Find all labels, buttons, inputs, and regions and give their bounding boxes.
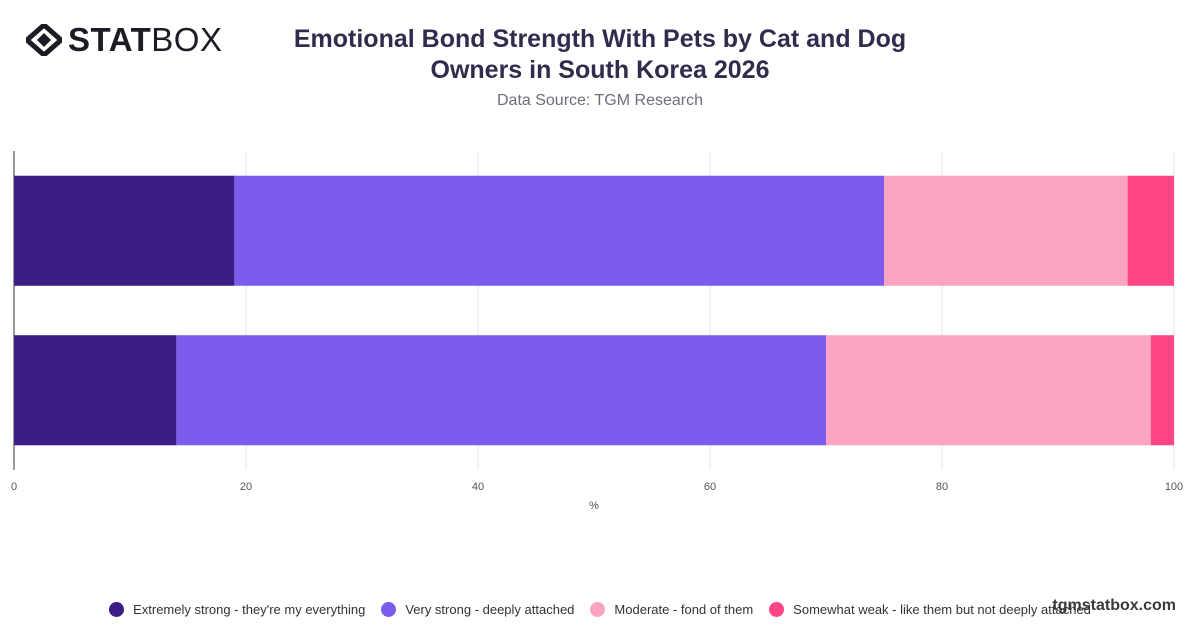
logo-text-light: BOX (151, 21, 223, 58)
chart-title-line-2: Owners in South Korea 2026 (430, 56, 770, 84)
bar-segment (14, 175, 235, 286)
legend-label: Moderate - fond of them (614, 602, 754, 617)
bar-segment (176, 335, 826, 446)
legend-item[interactable]: Extremely strong - they're my everything (109, 602, 365, 617)
stacked-bar-chart: 0 20 40 60 80 100% (11, 151, 1183, 512)
bar-segment (826, 335, 1151, 446)
chart-legend: Extremely strong - they're my everything… (0, 602, 1200, 617)
bar-segment (1150, 335, 1174, 446)
statbox-logo: STATBOX (26, 21, 223, 58)
legend-label: Somewhat weak - like them but not deeply… (793, 602, 1091, 617)
diamond-logo-icon (26, 24, 62, 56)
bar-segment (1127, 175, 1174, 286)
chart-subtitle: Data Source: TGM Research (496, 92, 703, 109)
legend-swatch (381, 602, 397, 617)
x-tick-label: 80 (936, 481, 948, 493)
legend-label: Very strong - deeply attached (405, 602, 575, 617)
legend-item[interactable]: Moderate - fond of them (590, 602, 753, 617)
chart-title: Emotional Bond Strength With Pets by Cat… (250, 24, 950, 86)
chart-title-line-1: Emotional Bond Strength With Pets by Cat… (293, 25, 907, 53)
legend-label: Extremely strong - they're my everything (133, 602, 366, 617)
legend-swatch (590, 602, 606, 617)
logo-wordmark: STATBOX (68, 21, 223, 58)
legend-item[interactable]: Somewhat weak - like them but not deeply… (769, 602, 1091, 617)
x-tick-label: 0 (11, 481, 17, 493)
x-tick-label: 40 (472, 481, 484, 493)
legend-item[interactable]: Very strong - deeply attached (381, 602, 574, 617)
x-tick-label: 20 (240, 481, 252, 493)
bar-segment (884, 175, 1128, 286)
x-tick-label: 100 (1165, 481, 1183, 493)
watermark: tgmstatbox.com (1052, 597, 1176, 614)
legend-swatch (109, 602, 125, 617)
x-axis-label: % (589, 500, 599, 512)
x-tick-label: 60 (704, 481, 716, 493)
bar-segment (234, 175, 884, 286)
legend-swatch (769, 602, 785, 617)
bar-segment (14, 335, 177, 446)
logo-text-bold: STAT (68, 21, 152, 58)
